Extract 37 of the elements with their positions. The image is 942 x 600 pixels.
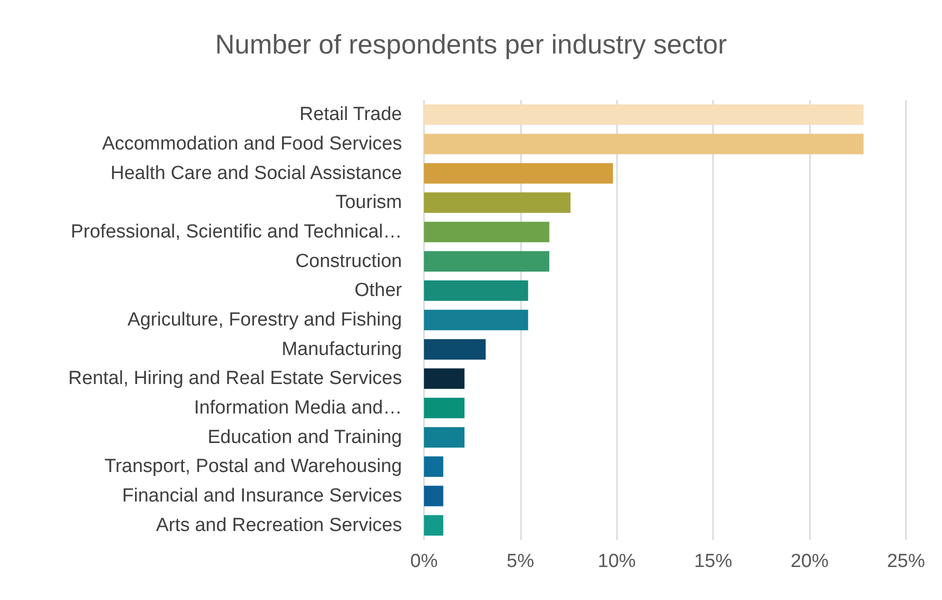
x-tick-label: 20% — [790, 551, 829, 572]
y-tick-label: Education and Training — [208, 426, 402, 448]
x-tick-label: 0% — [410, 551, 438, 572]
bar — [424, 222, 550, 242]
x-tick-label: 10% — [598, 551, 636, 572]
bar — [424, 192, 571, 213]
bar — [424, 339, 486, 360]
y-tick-label: Agriculture, Forestry and Fishing — [127, 310, 402, 330]
bar — [424, 398, 464, 418]
y-tick-label: Arts and Recreation Services — [156, 514, 402, 536]
y-tick-label: Other — [354, 280, 403, 302]
y-tick-label: Health Care and Social Assistance — [110, 162, 402, 184]
bar — [424, 368, 464, 389]
bar — [424, 134, 864, 154]
bar — [424, 280, 528, 301]
bar — [424, 310, 528, 330]
y-tick-label: Financial and Insurance Services — [122, 486, 402, 506]
bar — [424, 251, 550, 272]
x-tick-label: 15% — [694, 551, 732, 572]
bar — [424, 104, 864, 125]
y-tick-label: Retail Trade — [300, 104, 402, 126]
y-tick-label: Construction — [295, 250, 402, 272]
bar — [424, 456, 444, 477]
bar — [424, 486, 444, 506]
y-tick-label: Manufacturing — [282, 338, 402, 360]
y-tick-label: Rental, Hiring and Real Estate Services — [68, 368, 402, 390]
chart-title: Number of respondents per industry sector — [215, 30, 727, 60]
x-tick-label: 25% — [886, 551, 926, 572]
y-tick-label: Accommodation and Food Services — [102, 134, 402, 154]
bar — [424, 427, 464, 448]
bar — [424, 515, 444, 536]
x-tick-label: 5% — [506, 551, 534, 572]
y-tick-label: Transport, Postal and Warehousing — [104, 456, 402, 478]
bar — [424, 163, 613, 184]
y-tick-label: Information Media and… — [194, 398, 402, 418]
y-tick-label: Professional, Scientific and Technical… — [70, 222, 402, 242]
y-tick-label: Tourism — [335, 192, 402, 214]
